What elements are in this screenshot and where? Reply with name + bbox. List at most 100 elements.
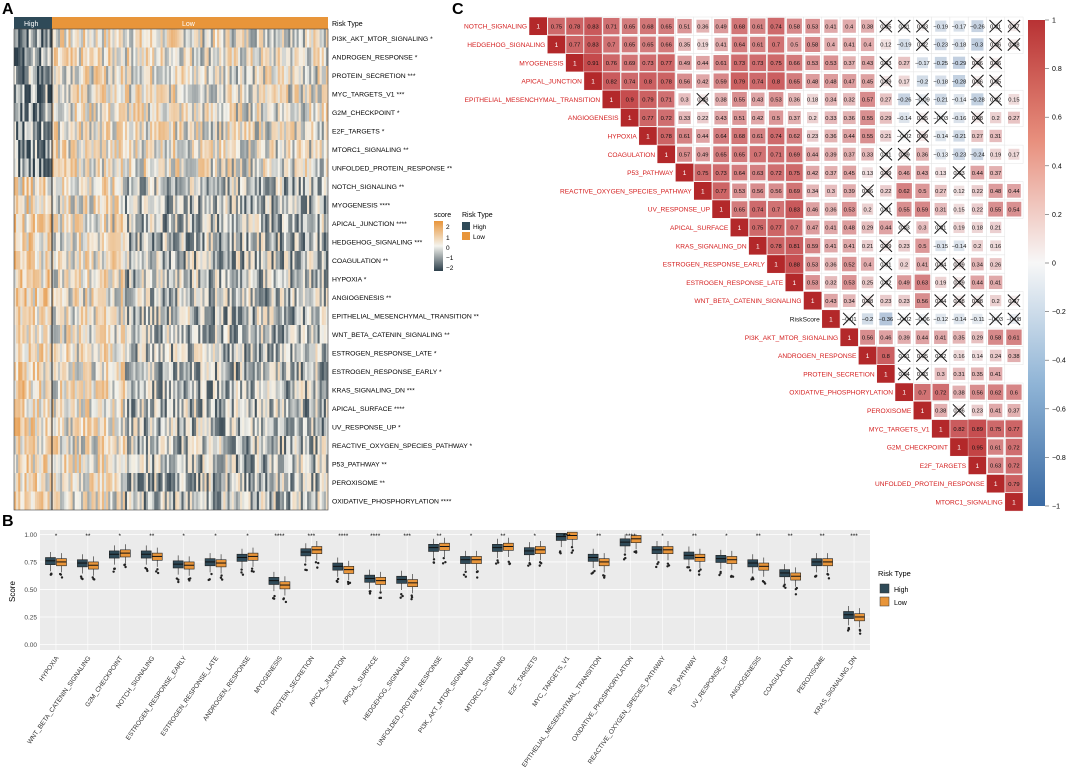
heatmap-cell bbox=[323, 121, 327, 140]
heatmap-cell bbox=[294, 417, 297, 436]
heatmap-cell bbox=[154, 473, 157, 492]
insignificant-cross bbox=[915, 19, 929, 33]
heatmap-cell bbox=[233, 158, 237, 177]
corr-value: −0.26 bbox=[897, 98, 912, 104]
outlier-point bbox=[858, 632, 862, 635]
heatmap-cell bbox=[95, 84, 99, 103]
heatmap-cell bbox=[206, 473, 209, 492]
heatmap-cell bbox=[57, 436, 61, 455]
heatmap-cell bbox=[307, 251, 310, 270]
heatmap-cell bbox=[51, 66, 55, 85]
heatmap-cell bbox=[62, 380, 65, 399]
heatmap-cell bbox=[319, 436, 323, 455]
heatmap-cell bbox=[127, 47, 130, 66]
corr-value: 0.5 bbox=[772, 116, 780, 122]
corr-value: 0.27 bbox=[880, 98, 891, 104]
heatmap-cell bbox=[200, 454, 203, 473]
heatmap-cell bbox=[177, 380, 180, 399]
heatmap-cell bbox=[108, 84, 111, 103]
heatmap-cell bbox=[37, 362, 40, 381]
heatmap-cell bbox=[114, 121, 117, 140]
heatmap-cell bbox=[116, 362, 119, 381]
heatmap-cell bbox=[235, 66, 239, 85]
outlier-point bbox=[688, 569, 692, 572]
heatmap-cell bbox=[39, 454, 42, 473]
heatmap-cell bbox=[24, 454, 27, 473]
heatmap-cell bbox=[246, 158, 249, 177]
heatmap-cell bbox=[139, 158, 142, 177]
heatmap-cell bbox=[187, 47, 191, 66]
corr-value: 0.61 bbox=[716, 61, 727, 67]
heatmap-cell bbox=[244, 380, 247, 399]
heatmap-cell bbox=[16, 399, 19, 418]
heatmap-cell bbox=[309, 436, 312, 455]
heatmap-cell bbox=[244, 121, 247, 140]
heatmap-cell bbox=[143, 269, 147, 288]
outlier-point bbox=[593, 569, 596, 573]
heatmap-cell bbox=[131, 436, 134, 455]
heatmap-cell bbox=[235, 288, 239, 307]
insignificant-cross bbox=[989, 92, 1003, 106]
heatmap-cell bbox=[32, 29, 36, 48]
heatmap-cell bbox=[229, 417, 232, 436]
heatmap-cell bbox=[254, 399, 258, 418]
heatmap-cell bbox=[304, 269, 308, 288]
corr-value: 0.31 bbox=[990, 134, 1001, 140]
heatmap-cell bbox=[240, 177, 243, 196]
heatmap-cell bbox=[99, 232, 103, 251]
heatmap-cell bbox=[93, 84, 96, 103]
heatmap-cell bbox=[296, 195, 299, 214]
heatmap-cell bbox=[28, 29, 32, 48]
heatmap-cell bbox=[37, 158, 40, 177]
heatmap-cell bbox=[248, 343, 251, 362]
heatmap-cell bbox=[20, 47, 23, 66]
heatmap-cell bbox=[300, 343, 304, 362]
corr-value: 0.77 bbox=[642, 116, 653, 122]
heatmap-cell bbox=[233, 288, 237, 307]
heatmap-cell bbox=[41, 177, 44, 196]
heatmap-cell bbox=[85, 195, 88, 214]
heatmap-row-label: ANDROGEN_RESPONSE * bbox=[332, 54, 418, 61]
heatmap-cell bbox=[137, 306, 140, 325]
heatmap-cell bbox=[273, 29, 276, 48]
significance-label: * bbox=[55, 533, 58, 540]
heatmap-cell bbox=[225, 232, 228, 251]
heatmap-cell bbox=[83, 47, 86, 66]
corr-value: 0.56 bbox=[679, 79, 690, 85]
outlier-point bbox=[666, 562, 670, 565]
heatmap-cell bbox=[53, 325, 57, 344]
heatmap-cell bbox=[143, 362, 147, 381]
heatmap-cell bbox=[20, 306, 23, 325]
corr-cell bbox=[842, 147, 856, 161]
risk-bar-low bbox=[52, 17, 328, 29]
heatmap-cell bbox=[271, 380, 274, 399]
heatmap-cell bbox=[183, 251, 186, 270]
heatmap-cell bbox=[164, 306, 168, 325]
y-tick-label: 1.00 bbox=[24, 532, 37, 539]
heatmap-cell bbox=[24, 399, 27, 418]
heatmap-cell bbox=[37, 177, 40, 196]
heatmap-cell bbox=[258, 195, 262, 214]
corr-value: 0.58 bbox=[789, 24, 800, 30]
heatmap-cell bbox=[325, 417, 329, 436]
corr-cell bbox=[824, 93, 838, 106]
outlier-point bbox=[50, 572, 53, 576]
heatmap-cell bbox=[104, 121, 107, 140]
heatmap-cell bbox=[315, 325, 318, 344]
heatmap-cell bbox=[135, 251, 138, 270]
heatmap-cell bbox=[248, 491, 251, 510]
heatmap-cell bbox=[244, 84, 247, 103]
heatmap-cell bbox=[233, 454, 237, 473]
heatmap-cell bbox=[223, 251, 226, 270]
heatmap-cell bbox=[43, 343, 46, 362]
heatmap-cell bbox=[179, 47, 182, 66]
heatmap-cell bbox=[210, 436, 214, 455]
outlier-point bbox=[538, 561, 542, 564]
outlier-point bbox=[304, 563, 307, 566]
heatmap-cell bbox=[97, 66, 101, 85]
heatmap-cell bbox=[43, 251, 46, 270]
heatmap-cell bbox=[133, 380, 136, 399]
heatmap-cell bbox=[286, 214, 289, 233]
heatmap-cell bbox=[240, 343, 243, 362]
outlier-point bbox=[177, 580, 180, 584]
